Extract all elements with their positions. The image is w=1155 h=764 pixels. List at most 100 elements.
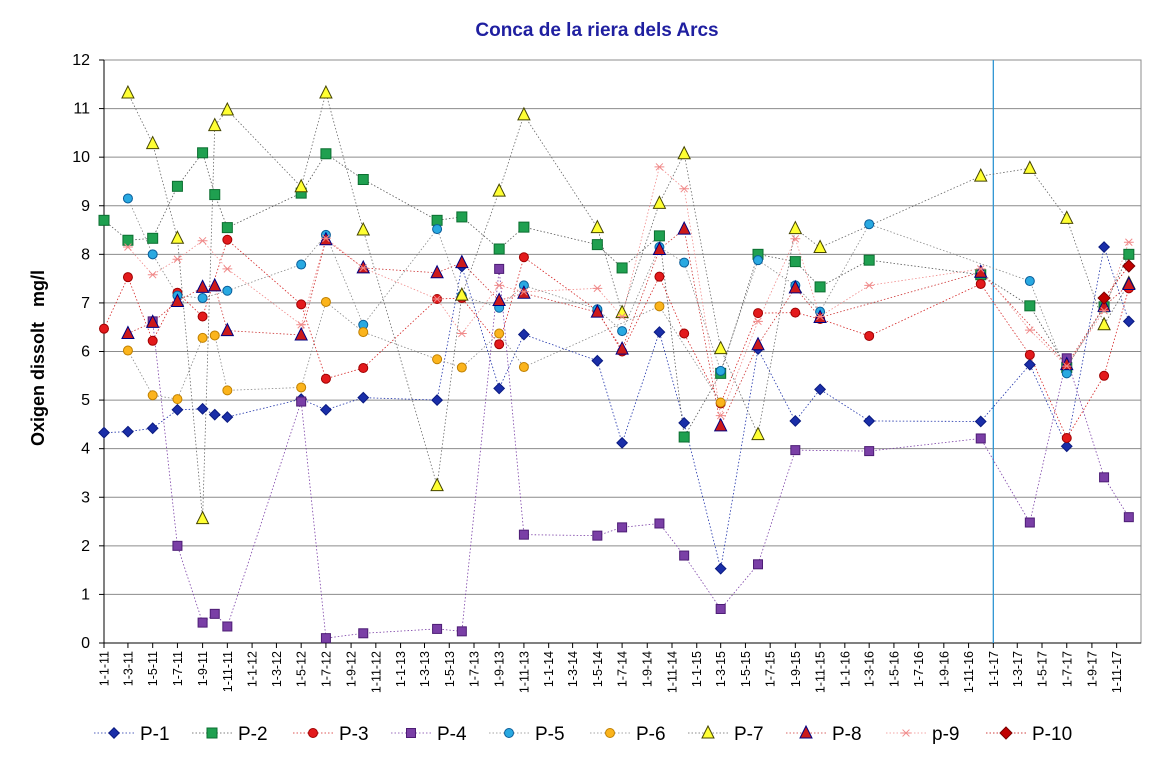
data-point-p-9 [172, 255, 183, 263]
data-point-p-2 [320, 148, 332, 160]
data-point-p-7 [207, 117, 222, 132]
data-point-p-7 [517, 106, 531, 121]
data-point-p-9 [617, 312, 627, 321]
data-point-p-3 [358, 363, 369, 374]
data-point-p-3 [518, 252, 529, 263]
data-point-p-5 [432, 224, 443, 235]
data-point-p-6 [715, 397, 726, 408]
data-point-p-7 [294, 178, 308, 193]
data-point-p-8 [788, 279, 803, 294]
data-point-p-8 [652, 241, 667, 255]
x-tick-label: 1-11-15 [814, 651, 828, 693]
legend-marker [605, 728, 615, 738]
gridlines [103, 59, 1142, 644]
data-point-p-1 [357, 391, 370, 404]
x-axis: 1-1-11 1-3-11 1-5-11 1-7-11 1-9-11 1-11-11 1-1… [98, 642, 1141, 693]
data-point-p-3 [864, 330, 875, 341]
data-point-p-10 [1122, 259, 1136, 273]
data-point-p-8 [430, 264, 444, 279]
data-point-p-3 [320, 373, 331, 384]
data-point-p-9 [147, 270, 158, 279]
data-point-p-9 [1061, 362, 1072, 370]
legend-marker [504, 728, 514, 738]
data-point-p-6 [296, 382, 307, 393]
data-point-p-8 [145, 314, 160, 328]
data-point-p-9 [432, 295, 442, 303]
x-tick-label: 1-7-12 [319, 651, 333, 687]
data-point-p-1 [146, 422, 159, 435]
data-point-p-2 [209, 189, 221, 201]
legend-marker [308, 728, 318, 738]
data-point-p-8 [492, 292, 506, 306]
data-point-p-9 [1123, 238, 1134, 246]
data-point-p-8 [590, 304, 605, 318]
data-point-p-6 [518, 362, 529, 373]
data-point-p-9 [592, 284, 603, 293]
x-tick-label: 1-11-14 [665, 651, 679, 693]
data-point-p-3 [296, 299, 307, 310]
data-point-p-4 [1099, 472, 1110, 483]
data-point-p-2 [1123, 248, 1135, 260]
x-tick-label: 1-3-13 [418, 651, 432, 687]
data-point-p-9 [494, 281, 505, 290]
legend-label: P-1 [140, 724, 170, 745]
data-point-p-7 [1059, 210, 1074, 224]
data-point-p-1 [1060, 440, 1073, 453]
x-tick-label: 1-1-14 [542, 651, 556, 687]
y-tick-label: 3 [81, 489, 90, 506]
legend-label: P-2 [238, 724, 268, 745]
x-tick-label: 1-1-17 [987, 651, 1001, 687]
data-point-p-8 [195, 279, 210, 293]
data-point-p-1 [208, 408, 221, 421]
data-point-p-4 [864, 446, 875, 457]
x-tick-label: 1-7-15 [764, 651, 778, 687]
data-point-p-1 [493, 382, 506, 395]
series-markers-p-7 [121, 84, 1136, 525]
y-tick-label: 5 [81, 392, 90, 409]
data-point-p-2 [591, 239, 603, 251]
legend: P-1 P-2 P-3 P-4 P-5 P-6 P-7 P-8 p-9 P-10 [94, 724, 1072, 745]
data-point-p-8 [356, 259, 371, 274]
data-point-p-7 [195, 510, 210, 525]
data-point-p-6 [122, 345, 133, 356]
x-tick-label: 1-7-11 [171, 651, 185, 686]
series-markers-p-1 [98, 241, 1135, 575]
data-point-p-2 [197, 147, 209, 159]
data-point-p-9 [815, 312, 825, 321]
series-line-p-2 [103, 151, 1130, 439]
data-point-p-4 [715, 603, 726, 614]
data-point-p-1 [431, 394, 444, 407]
data-point-p-8 [1122, 276, 1136, 290]
data-point-p-4 [222, 621, 233, 632]
data-point-p-5 [122, 193, 133, 204]
x-tick-label: 1-1-15 [690, 651, 704, 687]
data-point-p-4 [518, 529, 529, 540]
data-point-p-4 [494, 263, 505, 274]
data-point-p-1 [319, 403, 332, 416]
legend-label: p-9 [932, 724, 959, 745]
data-point-p-1 [171, 403, 184, 416]
y-tick-label: 4 [81, 441, 90, 458]
data-point-p-1 [863, 415, 876, 427]
x-tick-label: 1-7-14 [616, 651, 630, 687]
data-point-p-9 [864, 281, 875, 290]
data-point-p-7 [319, 84, 333, 99]
series-line-p-6 [127, 301, 722, 403]
data-point-p-6 [209, 330, 220, 341]
data-point-p-2 [518, 221, 530, 233]
data-point-p-9 [753, 317, 763, 326]
data-point-p-9 [296, 320, 307, 329]
data-point-p-4 [197, 617, 208, 628]
data-point-p-4 [456, 626, 467, 637]
data-point-p-2 [431, 214, 443, 226]
data-point-p-8 [207, 277, 222, 292]
data-point-p-7 [973, 167, 988, 182]
data-point-p-7 [170, 230, 185, 244]
data-point-p-1 [591, 354, 604, 367]
data-point-p-5 [753, 255, 764, 266]
data-point-p-1 [121, 425, 134, 438]
data-point-p-6 [358, 327, 369, 338]
y-tick-label: 1 [81, 586, 90, 603]
